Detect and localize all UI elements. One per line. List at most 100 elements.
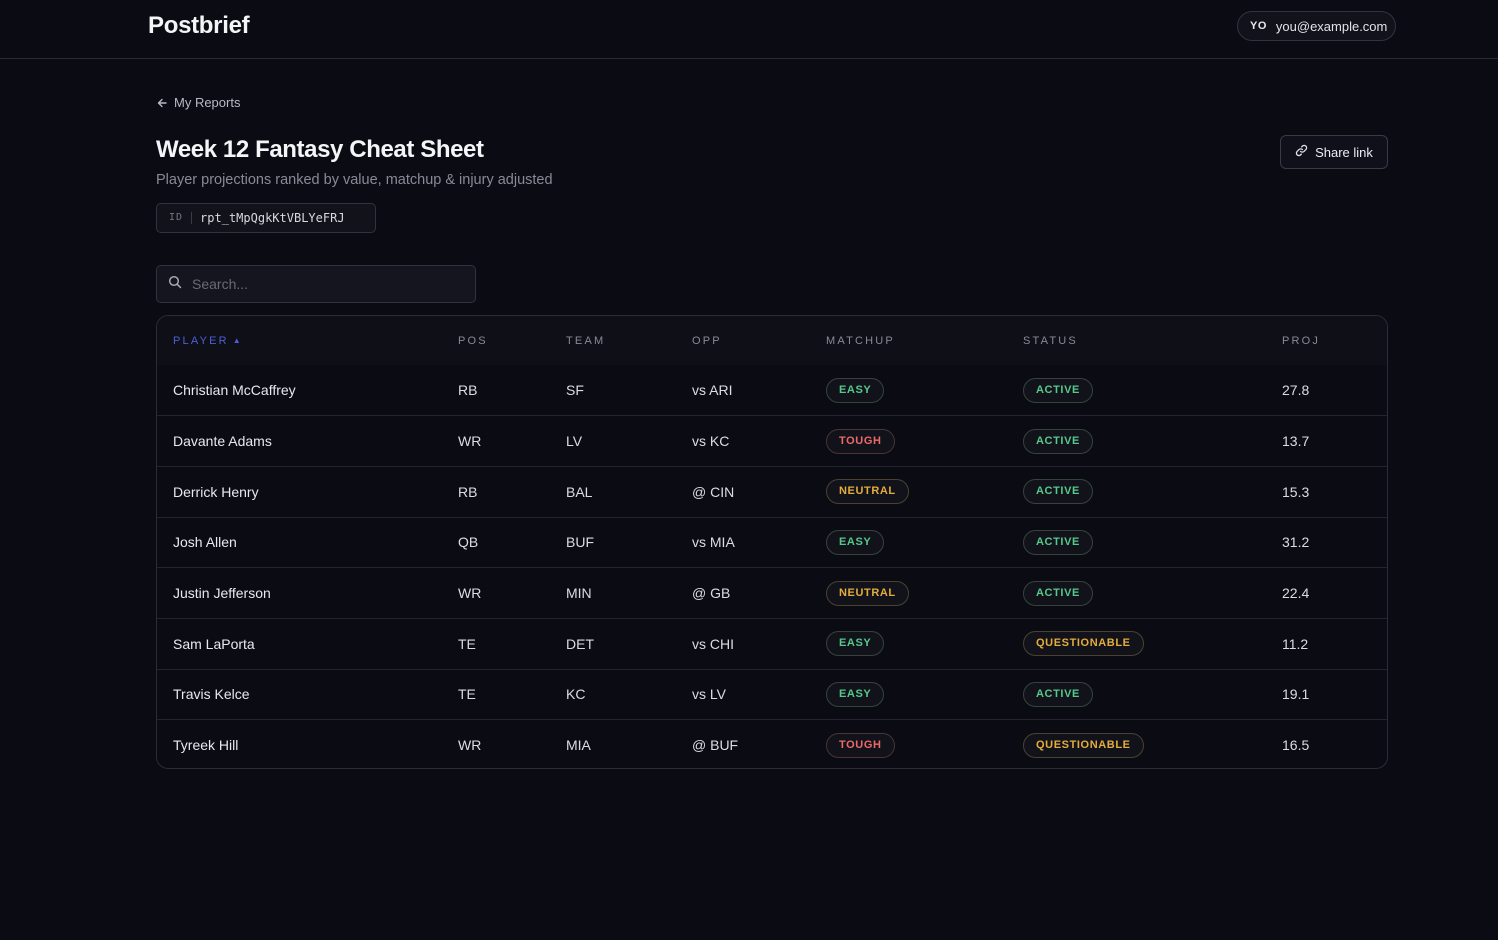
column-header-player[interactable]: PLAYER ▲ (173, 334, 243, 347)
page-subtitle: Player projections ranked by value, matc… (156, 172, 553, 188)
opponent-cell: vs KC (692, 433, 730, 450)
players-table-container: PLAYER ▲ POS TEAM OPP MATCHUP STATUS PROJ… (156, 315, 1388, 769)
arrow-left-icon (156, 97, 168, 109)
team-cell: MIA (566, 737, 591, 754)
column-header-team[interactable]: TEAM (566, 334, 606, 347)
table-row[interactable]: Sam LaPorta TE DET vs CHI EASY QUESTIONABLE 11… (157, 618, 1387, 669)
team-cell: KC (566, 686, 586, 703)
status-badge: QUESTIONABLE (1023, 732, 1144, 758)
column-header-proj[interactable]: PROJ (1282, 334, 1321, 347)
back-to-reports-link[interactable]: My Reports (156, 95, 240, 110)
opponent-cell: vs CHI (692, 635, 734, 652)
table-row[interactable]: Josh Allen QB BUF vs MIA EASY ACTIVE 31.2 (157, 517, 1387, 568)
table-row[interactable]: Christian McCaffrey RB SF vs ARI EASY ACTIVE 2… (157, 365, 1387, 416)
matchup-badge: NEUTRAL (826, 479, 909, 505)
user-email: you@example.com (1275, 18, 1388, 34)
matchup-cell: TOUGH (810, 416, 1007, 467)
position-cell: TE (458, 635, 476, 652)
status-badge: ACTIVE (1023, 479, 1093, 505)
table-row[interactable]: Travis Kelce TE KC vs LV EASY ACTIVE 19.1 (157, 669, 1387, 720)
position-cell: WR (458, 433, 482, 450)
table-row[interactable]: Tyreek Hill WR MIA @ BUF TOUGH QUESTIONABLE 16… (157, 719, 1387, 768)
column-header-matchup[interactable]: MATCHUP (826, 334, 895, 347)
position-cell: QB (458, 534, 479, 551)
share-link-button[interactable]: Share link (1280, 135, 1388, 169)
position-cell: WR (458, 585, 482, 602)
team-cell: MIN (566, 585, 592, 602)
player-name-cell: Tyreek Hill (173, 737, 239, 754)
opponent-cell: @ BUF (692, 737, 739, 754)
position-cell: RB (458, 483, 478, 500)
projection-cell: 19.1 (1282, 686, 1310, 703)
opponent-cell: vs LV (692, 686, 726, 703)
projection-cell: 27.8 (1282, 382, 1310, 399)
status-cell: ACTIVE (1007, 365, 1266, 416)
players-table: PLAYER ▲ POS TEAM OPP MATCHUP STATUS PROJ… (157, 316, 1387, 768)
link-icon (1295, 144, 1308, 160)
status-badge: ACTIVE (1023, 681, 1093, 707)
player-name-cell: Justin Jefferson (173, 585, 271, 602)
position-cell: RB (458, 382, 478, 399)
opponent-cell: @ GB (692, 585, 731, 602)
report-id-label: ID (169, 212, 193, 224)
opponent-cell: vs MIA (692, 534, 735, 551)
matchup-cell: EASY (810, 618, 1007, 669)
matchup-cell: EASY (810, 365, 1007, 416)
column-header-status[interactable]: STATUS (1023, 334, 1078, 347)
status-cell: QUESTIONABLE (1007, 720, 1266, 768)
search-input[interactable] (190, 275, 460, 293)
status-cell: ACTIVE (1007, 568, 1266, 619)
top-bar: Postbrief YO you@example.com (0, 0, 1498, 59)
status-badge: ACTIVE (1023, 580, 1093, 606)
back-link-label: My Reports (174, 95, 241, 110)
status-badge: ACTIVE (1023, 428, 1093, 454)
brand-logo[interactable]: Postbrief (148, 12, 250, 39)
player-name-cell: Christian McCaffrey (173, 382, 296, 399)
team-cell: LV (566, 433, 583, 450)
matchup-badge: EASY (826, 377, 885, 403)
report-id-chip[interactable]: ID rpt_tMpQgkKtVBLYeFRJ (156, 203, 376, 233)
matchup-cell: EASY (810, 517, 1007, 568)
matchup-badge: EASY (826, 631, 885, 657)
team-cell: BUF (566, 534, 594, 551)
search-field[interactable] (156, 265, 476, 303)
player-name-cell: Derrick Henry (173, 483, 259, 500)
table-row[interactable]: Davante Adams WR LV vs KC TOUGH ACTIVE 13.7 (157, 415, 1387, 467)
projection-cell: 22.4 (1282, 585, 1310, 602)
team-cell: BAL (566, 483, 593, 500)
status-cell: ACTIVE (1007, 669, 1266, 720)
report-id-value: rpt_tMpQgkKtVBLYeFRJ (200, 211, 345, 225)
projection-cell: 15.3 (1282, 483, 1310, 500)
table-row[interactable]: Derrick Henry RB BAL @ CIN NEUTRAL ACTIVE 15.3 (157, 466, 1387, 517)
matchup-badge: TOUGH (826, 428, 895, 454)
matchup-cell: NEUTRAL (810, 568, 1007, 619)
player-name-cell: Davante Adams (173, 433, 272, 450)
team-cell: DET (566, 635, 594, 652)
opponent-cell: @ CIN (692, 483, 735, 500)
status-badge: QUESTIONABLE (1023, 631, 1144, 657)
player-name-cell: Sam LaPorta (173, 635, 255, 652)
column-header-opp[interactable]: OPP (692, 334, 722, 347)
projection-cell: 31.2 (1282, 534, 1310, 551)
search-icon (168, 275, 182, 294)
matchup-badge: NEUTRAL (826, 580, 909, 606)
status-cell: ACTIVE (1007, 466, 1266, 517)
page-title: Week 12 Fantasy Cheat Sheet (156, 136, 484, 163)
table-header-row: PLAYER ▲ POS TEAM OPP MATCHUP STATUS PROJ (157, 316, 1387, 365)
user-avatar-initials: YO (1250, 20, 1267, 32)
matchup-cell: TOUGH (810, 720, 1007, 768)
position-cell: TE (458, 686, 476, 703)
matchup-badge: EASY (826, 529, 885, 555)
projection-cell: 16.5 (1282, 737, 1310, 754)
status-cell: ACTIVE (1007, 416, 1266, 467)
status-badge: ACTIVE (1023, 377, 1093, 403)
projection-cell: 13.7 (1282, 433, 1310, 450)
status-badge: ACTIVE (1023, 529, 1093, 555)
column-header-pos[interactable]: POS (458, 334, 488, 347)
matchup-cell: EASY (810, 669, 1007, 720)
position-cell: WR (458, 737, 482, 754)
table-row[interactable]: Justin Jefferson WR MIN @ GB NEUTRAL ACTIVE 22… (157, 567, 1387, 619)
matchup-badge: TOUGH (826, 732, 895, 758)
user-menu-button[interactable]: YO you@example.com (1237, 11, 1396, 41)
matchup-badge: EASY (826, 681, 885, 707)
